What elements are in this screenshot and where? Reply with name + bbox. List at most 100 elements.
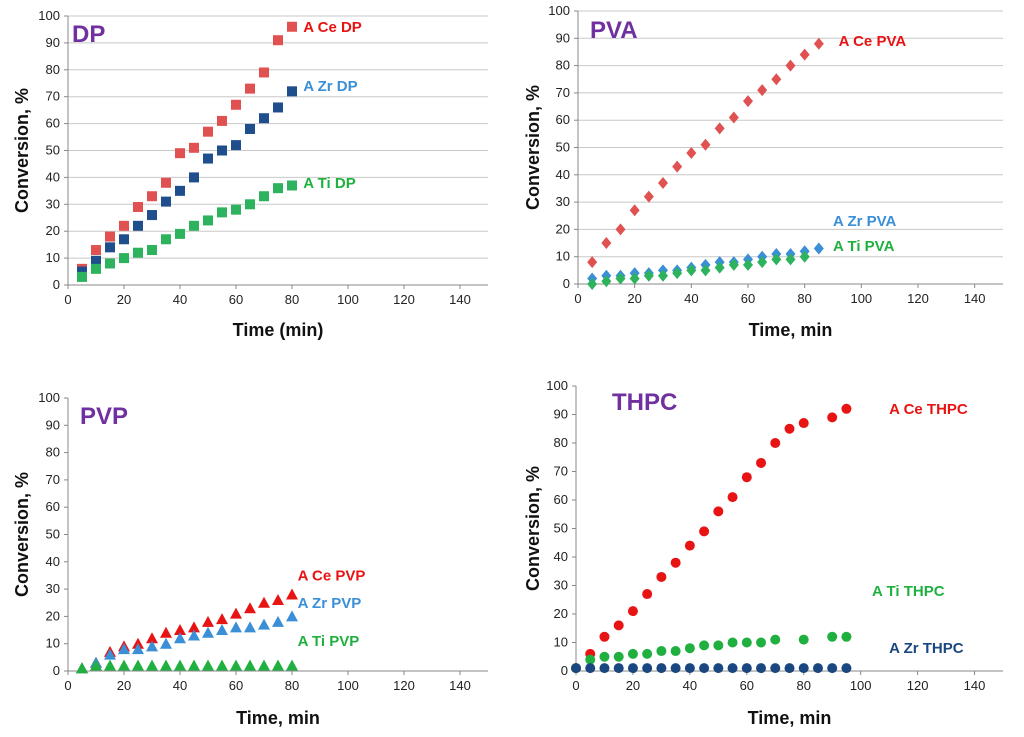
data-point: [714, 122, 725, 135]
x-tick-label: 100: [337, 678, 359, 693]
panel-title: PVA: [590, 17, 638, 44]
x-tick-label: 140: [964, 678, 986, 693]
data-point: [741, 663, 752, 674]
data-point: [642, 648, 653, 659]
data-point: [642, 589, 653, 600]
y-tick-label: 40: [556, 167, 570, 182]
data-point: [798, 663, 809, 674]
series-label: A Ti DP: [303, 175, 356, 192]
data-point: [770, 663, 781, 674]
data-point: [146, 632, 158, 644]
y-tick-label: 10: [46, 636, 60, 651]
data-point: [286, 659, 298, 671]
data-point: [727, 663, 738, 674]
x-tick-label: 40: [683, 678, 697, 693]
data-point: [699, 640, 710, 651]
y-tick-label: 50: [556, 140, 570, 155]
data-point: [230, 659, 242, 671]
data-point: [741, 472, 752, 483]
data-point: [189, 172, 199, 183]
y-tick-label: 70: [46, 472, 60, 487]
data-point: [627, 648, 638, 659]
data-point: [189, 142, 199, 153]
x-tick-label: 60: [740, 678, 754, 693]
series-label: A Zr PVP: [298, 595, 362, 612]
chart-pvp: 0 10 20 30 40 50 60 70 80 90 100 0 20 40 60 80 100 120 140…: [12, 390, 488, 728]
data-point: [174, 624, 186, 636]
data-point: [585, 654, 596, 665]
y-tick-label: 80: [554, 435, 568, 450]
data-point: [188, 659, 200, 671]
data-point: [105, 258, 115, 269]
data-point: [670, 663, 681, 674]
data-point: [286, 610, 298, 622]
x-axis-title: Time, min: [749, 320, 833, 340]
data-point: [784, 423, 795, 434]
panel-title: DP: [72, 21, 105, 48]
data-point: [188, 621, 200, 633]
series-a-ce-pva: [587, 37, 824, 269]
y-tick-label: 30: [556, 194, 570, 209]
data-point: [161, 196, 171, 207]
data-point: [90, 659, 102, 671]
data-point: [119, 234, 129, 245]
data-point: [756, 457, 767, 468]
x-tick-label: 20: [117, 678, 131, 693]
series-label: A Ce PVP: [298, 567, 366, 584]
data-point: [203, 215, 213, 226]
y-tick-label: 100: [38, 8, 60, 23]
data-point: [627, 606, 638, 617]
series-label: A Ce DP: [303, 19, 362, 36]
data-point: [827, 631, 838, 642]
x-tick-label: 80: [285, 678, 299, 693]
series-a-ti-pva: [587, 250, 810, 290]
data-point: [119, 253, 129, 264]
data-point: [133, 247, 143, 258]
data-point: [216, 613, 228, 625]
x-tick-label: 140: [449, 678, 471, 693]
data-point: [287, 180, 297, 191]
data-point: [587, 256, 598, 269]
series-a-ce-pvp: [76, 588, 298, 674]
data-point: [686, 264, 697, 277]
data-point: [670, 557, 681, 568]
data-point: [258, 618, 270, 630]
data-point: [684, 643, 695, 654]
x-tick-label: 120: [907, 291, 929, 306]
data-point: [798, 418, 809, 429]
series-a-ce-dp: [77, 21, 297, 274]
data-point: [571, 663, 581, 674]
y-tick-label: 100: [546, 378, 568, 393]
y-tick-label: 10: [554, 635, 568, 650]
data-point: [658, 176, 668, 189]
y-axis-title: Conversion, %: [12, 472, 32, 597]
data-point: [699, 526, 710, 537]
x-tick-label: 120: [393, 678, 415, 693]
series-a-ti-dp: [77, 180, 297, 282]
data-point: [273, 102, 283, 113]
data-point: [272, 594, 284, 606]
data-point: [231, 204, 241, 215]
y-tick-label: 70: [556, 85, 570, 100]
y-tick-label: 60: [554, 492, 568, 507]
data-point: [656, 646, 667, 657]
series-label: A Zr THPC: [889, 640, 964, 657]
data-point: [813, 242, 824, 255]
data-point: [217, 145, 227, 156]
y-tick-label: 50: [46, 143, 60, 158]
data-point: [118, 643, 130, 655]
data-point: [785, 59, 796, 72]
y-axis-title: Conversion, %: [523, 466, 543, 591]
data-point: [613, 651, 624, 662]
data-point: [160, 637, 172, 649]
x-tick-label: 0: [574, 291, 581, 306]
y-tick-label: 40: [46, 554, 60, 569]
data-point: [771, 73, 782, 86]
data-point: [230, 607, 242, 619]
data-point: [728, 111, 739, 124]
data-point: [118, 659, 130, 671]
data-point: [104, 659, 116, 671]
series-label: A Ce PVA: [839, 33, 907, 50]
data-point: [627, 663, 638, 674]
x-tick-label: 80: [285, 292, 299, 307]
